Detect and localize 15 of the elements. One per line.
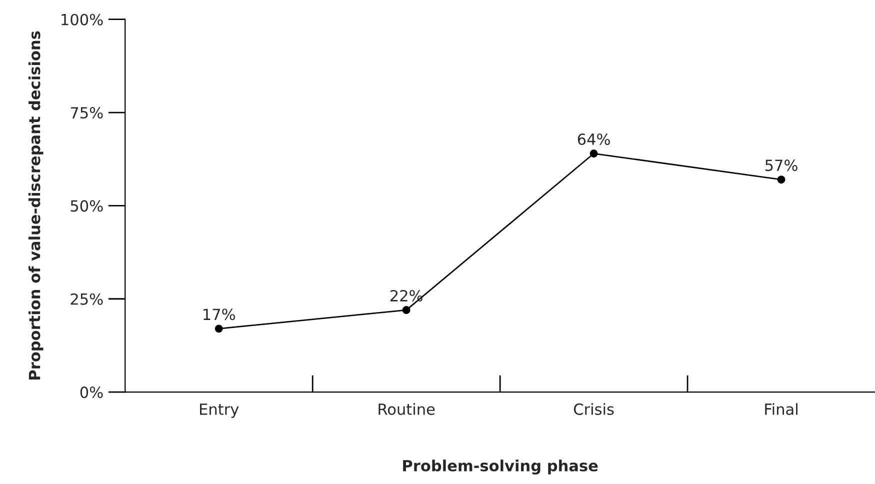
data-label: 57% [765,160,798,172]
y-tick-label: 0% [80,386,103,398]
data-label: 17% [204,308,235,320]
x-axis-title: Problem-solving phase [403,460,598,475]
x-tick-label: Routine [378,403,435,415]
x-tick-label: Crisis [574,403,614,415]
y-axis-title: Proportion of value-discrepant decisions [28,31,44,380]
x-tick-label: Final [765,403,798,415]
y-tick-label: 50% [70,200,103,212]
data-label: 22% [390,290,422,302]
y-tick-label: 25% [70,293,103,305]
y-tick-label: 75% [70,106,103,119]
data-label: 64% [578,133,610,146]
y-tick-label: 100% [62,14,103,26]
x-tick-label: Entry [200,404,239,418]
